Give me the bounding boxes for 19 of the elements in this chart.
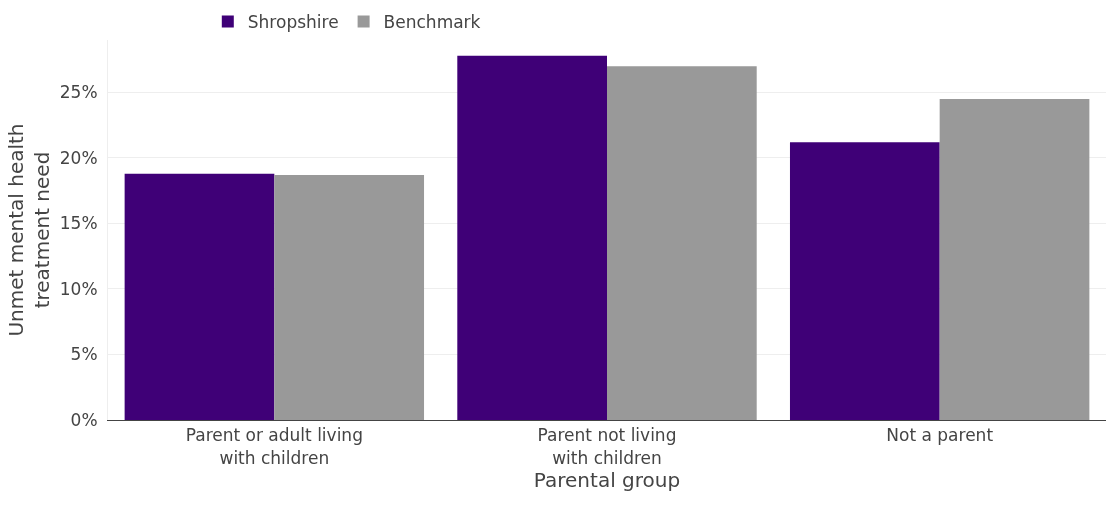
bar [457, 55, 607, 420]
x-axis-title: Parental group [533, 467, 681, 492]
bar [789, 142, 940, 420]
bar [124, 173, 275, 420]
y-axis-title: Unmet mental health treatment need [4, 123, 55, 337]
bar [939, 98, 1090, 420]
x-tick-label: Parent not living with children [537, 425, 677, 468]
legend-label: Benchmark [383, 12, 481, 33]
y-tick-label: 25% [59, 82, 98, 103]
y-tick-label: 10% [59, 278, 98, 299]
bar [607, 66, 757, 420]
y-tick-label: 15% [59, 213, 98, 234]
x-tick-label: Parent or adult living with children [185, 425, 363, 468]
y-tick-label: 5% [70, 344, 98, 365]
y-tick-label: 0% [70, 409, 98, 430]
x-tick-label: Not a parent [886, 425, 994, 446]
y-tick-label: 20% [59, 147, 98, 168]
legend-label: Shropshire [247, 12, 339, 33]
bar [274, 174, 425, 420]
